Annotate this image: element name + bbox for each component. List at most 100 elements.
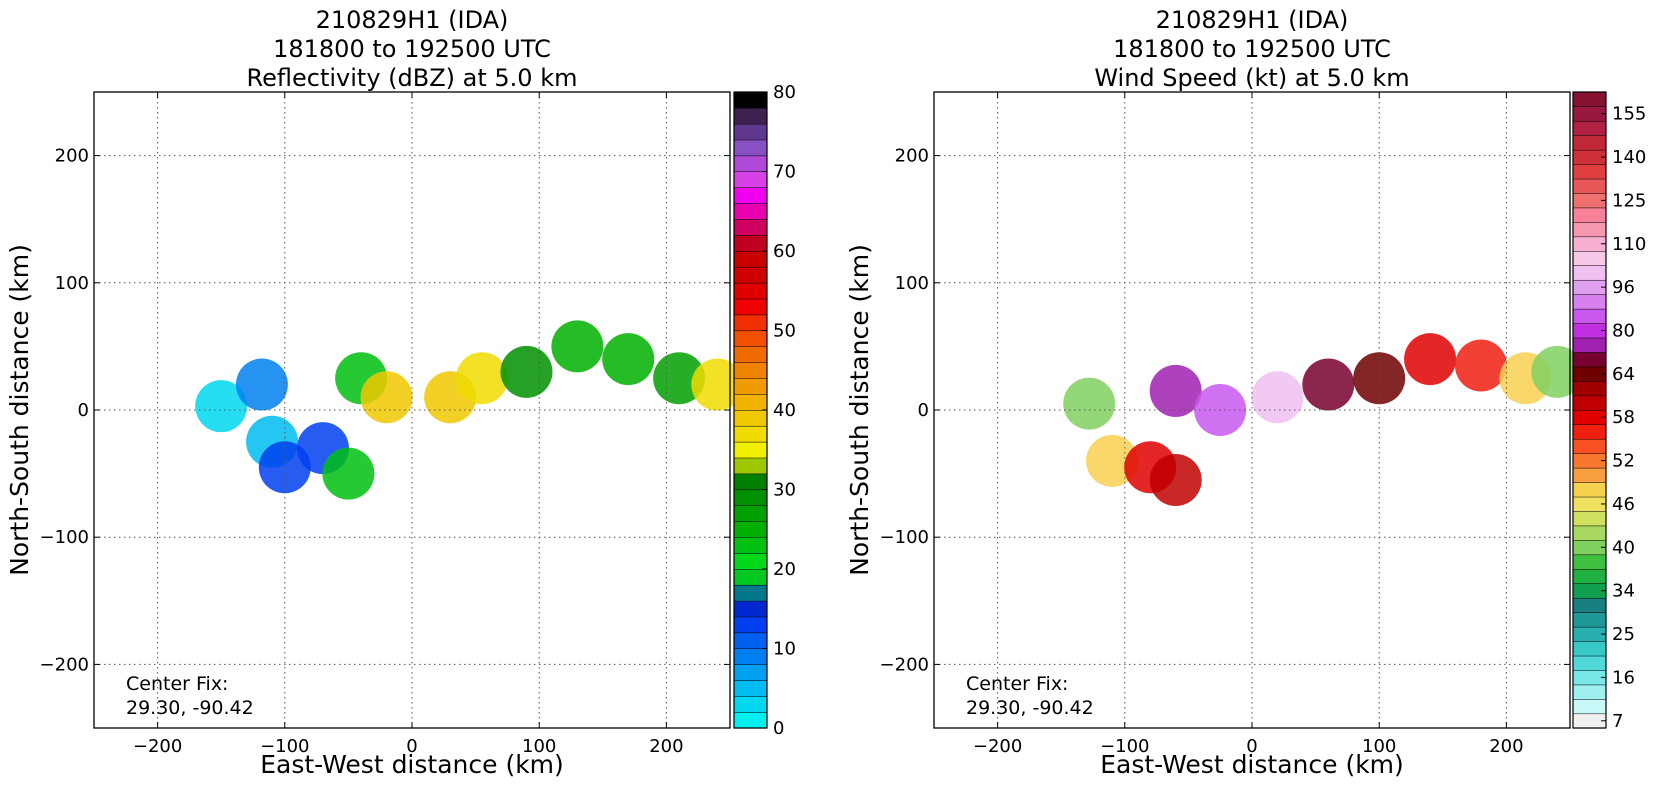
y-tick-label: 200 [895,146,929,167]
grid-lines [94,92,730,728]
colorbar-swatch [733,616,768,634]
y-tick-label: 100 [895,273,929,294]
x-tick-label: 200 [1489,736,1523,757]
colorbar-swatch [733,600,768,618]
colorbar-swatch [1572,612,1607,628]
colorbar-swatch [733,425,768,443]
colorbar-swatch [733,536,768,554]
wind-speed-colorbar: 7 16 25 34 40 46 52 58 64 80 96 110 125 140 155 [1572,91,1646,732]
colorbar-swatch [733,552,768,570]
field-blob [1149,364,1202,417]
colorbar-swatch [733,314,768,332]
wind-speed-panel: 210829H1 (IDA) 181800 to 192500 UTC Wind… [845,6,1646,779]
x-tick-label: −100 [260,736,309,757]
colorbar-swatch [733,346,768,363]
y-tick-label: −200 [40,654,89,675]
colorbar-frame [1572,91,1607,729]
colorbar-tick-label: 20 [773,559,796,580]
colorbar-swatch [1572,597,1607,613]
chart-title-line-1: 210829H1 (IDA) [316,6,509,34]
colorbar-tick-label: 125 [1612,190,1646,211]
colorbar-swatch [733,266,768,284]
x-tick-label: −200 [133,736,182,757]
center-fix-value: 29.30, -90.42 [126,697,254,719]
x-axis-label: East-West distance (km) [1100,750,1404,779]
center-fix-label: Center Fix: [126,673,228,695]
colorbar-swatch [733,711,768,729]
colorbar-tick-label: 34 [1612,581,1635,602]
center-fix-label: Center Fix: [966,673,1068,695]
colorbar-swatch [733,187,768,204]
colorbar-swatch [733,330,768,347]
colorbar-swatch [1572,178,1607,194]
colorbar-swatch [733,473,768,491]
field-blob [1251,371,1304,424]
colorbar-swatch [1572,91,1607,108]
colorbar-swatch [1572,568,1607,585]
colorbar-swatch [733,234,768,252]
y-tick-label: 0 [78,400,89,421]
colorbar-swatch [1572,554,1607,570]
field-blob [1302,358,1355,411]
colorbar-swatch [733,409,768,427]
colorbar-tick-label: 30 [773,480,796,501]
colorbar-swatch [1572,337,1607,353]
colorbar-swatch [733,680,768,697]
colorbar-swatch [733,441,768,459]
colorbar-swatch [1572,221,1607,238]
colorbar-swatch [733,457,768,475]
x-tick-label: 200 [649,736,683,757]
colorbar-tick-label: 52 [1612,451,1635,472]
colorbar-swatch [733,648,768,665]
colorbar-tick-label: 96 [1612,277,1635,298]
colorbar-tick-label: 7 [1612,711,1623,732]
chart-title-line-2: 181800 to 192500 UTC [273,35,551,63]
colorbar-swatch [1572,294,1607,310]
colorbar-swatch [1572,120,1607,136]
colorbar-tick-label: 0 [773,718,784,739]
x-tick-label: −200 [973,736,1022,757]
colorbar-swatch [1572,135,1607,151]
x-tick-label: 100 [522,736,556,757]
colorbar-swatch [1572,438,1607,454]
x-tick-label: 0 [1246,736,1257,757]
chart-title-line-1: 210829H1 (IDA) [1156,6,1349,34]
colorbar-tick-label: 58 [1612,407,1635,428]
center-fix-value: 29.30, -90.42 [966,697,1094,719]
colorbar-swatch [733,632,768,650]
y-tick-label: 200 [55,146,89,167]
colorbar-swatch [733,91,768,109]
field-blob [1454,339,1507,392]
field-blob [195,380,248,433]
colorbar-swatch [733,123,768,141]
colorbar-swatch [1572,525,1607,541]
colorbar-swatch [733,155,768,173]
colorbar-swatch [733,695,768,713]
chart-title-line-2: 181800 to 192500 UTC [1113,35,1391,63]
colorbar-swatch [1572,380,1607,397]
colorbar-swatch [733,489,768,506]
colorbar-tick-label: 40 [773,400,796,421]
colorbar-swatch [733,250,768,268]
colorbar-swatch [733,282,768,300]
y-axis-ticks: −200 −100 0 100 200 [880,146,1570,675]
colorbar-tick-label: 25 [1612,624,1635,645]
x-axis-ticks: −200 −100 0 100 200 [973,92,1524,757]
colorbar-tick-label: 50 [773,321,796,342]
field-blob [455,352,508,405]
colorbar-swatch [1572,510,1607,527]
colorbar-swatch [733,568,768,586]
colorbar-tick-label: 60 [773,241,796,262]
colorbar-swatch [1572,308,1607,324]
field-blob [1404,333,1457,386]
colorbar-tick-label: 140 [1612,147,1646,168]
field-blob [500,345,553,398]
colorbar-swatch [1572,250,1607,267]
colorbar-swatch [1572,207,1607,223]
colorbar-swatch [1572,684,1607,700]
colorbar-swatch [733,139,768,157]
field-blob [551,320,604,373]
colorbar-tick-label: 10 [773,639,796,660]
y-tick-label: −200 [880,654,929,675]
